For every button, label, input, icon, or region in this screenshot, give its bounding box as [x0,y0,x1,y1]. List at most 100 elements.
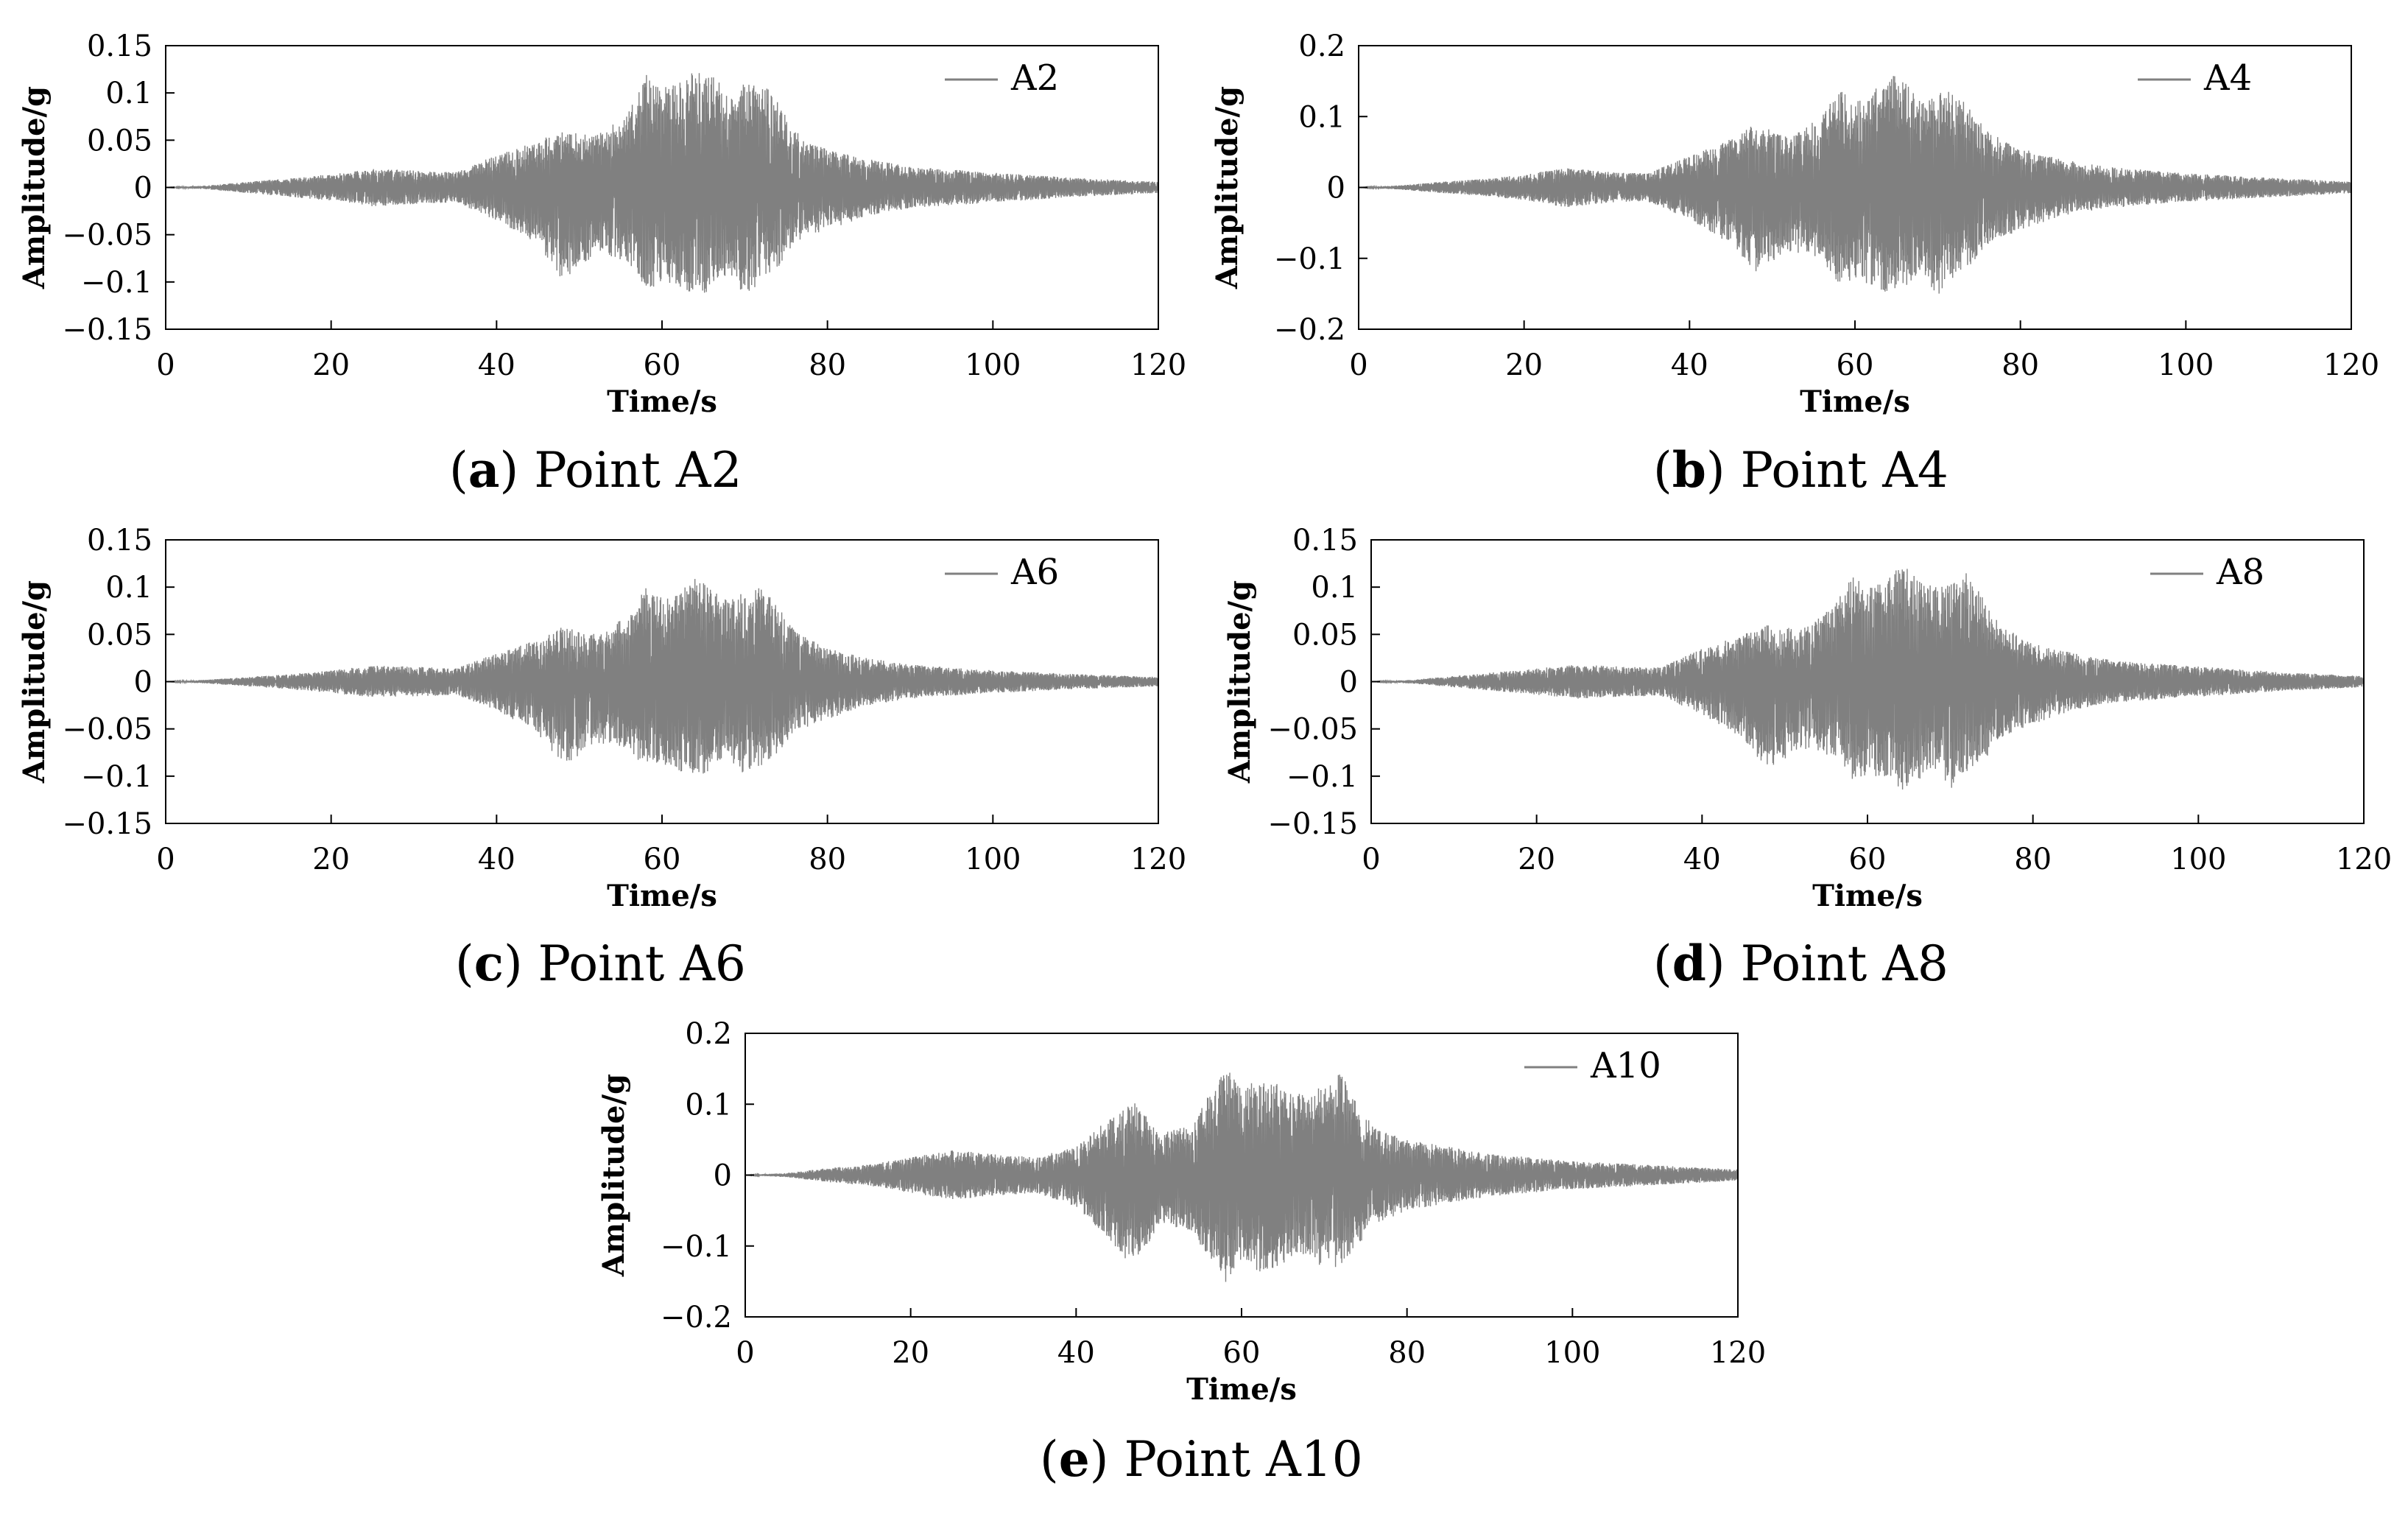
y-tick-label: −0.2 [661,1301,732,1335]
x-tick-label: 80 [2014,843,2052,876]
x-tick-label: 60 [1849,843,1887,876]
y-tick-label: −0.15 [1267,807,1358,841]
x-axis-label: Time/s [607,384,717,419]
y-tick-label: 0 [134,666,152,700]
legend-label: A10 [1590,1045,1661,1086]
x-tick-label: 0 [1362,843,1380,876]
chart-e: 0 20 40 60 80 100 120 0.2 0.1 0 −0.1 −0.2 Time/s Ampl… [596,1017,1766,1407]
x-tick-label: 20 [312,843,350,876]
y-axis-label: Amplitude/g [596,1074,631,1277]
y-tick-label: 0 [714,1159,732,1193]
y-tick-label: 0.2 [685,1017,732,1051]
series-line-A10 [745,1072,1739,1282]
y-tick-label: −0.15 [62,313,152,347]
x-tick-label: 60 [644,843,681,876]
y-tick-label: 0.1 [685,1088,732,1122]
y-tick-label: −0.1 [661,1230,732,1264]
caption-a: (a) Point A2 [449,441,742,499]
x-tick-label: 100 [2170,843,2226,876]
y-tick-label: 0.05 [87,124,152,158]
y-tick-label: 0.1 [1298,100,1345,134]
caption-b-text: Point A4 [1740,442,1948,499]
chart-a: 0 20 40 60 80 100 120 0.15 0.1 0.05 0 −0.05 −0.1 −0.1… [17,29,1186,419]
x-tick-label: 120 [2336,843,2392,876]
x-tick-label: 100 [965,843,1021,876]
x-tick-label: 120 [1710,1336,1766,1370]
y-axis-label: Amplitude/g [1222,580,1257,784]
caption-c-text: Point A6 [538,935,746,992]
y-tick-label: 0.1 [105,571,152,605]
y-tick-label: −0.1 [81,760,152,794]
x-tick-label: 40 [1057,1336,1095,1370]
x-tick-label: 120 [1130,348,1186,382]
y-tick-label: −0.1 [1274,242,1345,276]
x-tick-label: 20 [1505,348,1543,382]
x-axis-label: Time/s [1812,879,1923,913]
x-tick-label: 40 [478,843,515,876]
caption-d: (d) Point A8 [1653,935,1948,992]
y-tick-label: −0.15 [62,807,152,841]
x-tick-label: 40 [478,348,515,382]
caption-b: (b) Point A4 [1653,441,1948,499]
x-tick-label: 60 [644,348,681,382]
y-tick-label: 0 [134,172,152,205]
x-tick-label: 80 [809,348,846,382]
y-tick-label: 0 [1339,666,1358,700]
y-axis-label: Amplitude/g [17,580,52,784]
x-tick-label: 60 [1223,1336,1261,1370]
x-tick-label: 0 [736,1336,754,1370]
y-tick-label: −0.1 [1286,760,1358,794]
x-axis-label: Time/s [1800,384,1910,419]
x-tick-label: 100 [1544,1336,1600,1370]
y-tick-label: 0.1 [105,77,152,110]
x-tick-label: 100 [965,348,1021,382]
x-tick-label: 0 [1349,348,1367,382]
caption-d-text: Point A8 [1740,935,1948,992]
series-line-A2 [166,73,1159,293]
x-tick-label: 80 [1388,1336,1426,1370]
x-tick-label: 40 [1671,348,1708,382]
series-line-A8 [1371,569,2365,790]
x-tick-label: 40 [1683,843,1721,876]
y-tick-label: 0.15 [1292,524,1358,558]
y-tick-label: −0.1 [81,266,152,300]
y-tick-label: 0.15 [87,524,152,558]
x-tick-label: 0 [156,348,175,382]
x-tick-label: 120 [2323,348,2379,382]
y-tick-label: 0.05 [87,618,152,652]
y-tick-label: −0.05 [1267,713,1358,747]
caption-e-text: Point A10 [1124,1431,1363,1488]
chart-b: 0 20 40 60 80 100 120 0.2 0.1 0 −0.1 −0.2 Time/s Ampl… [1210,29,2379,419]
x-tick-label: 80 [2002,348,2039,382]
y-tick-label: −0.05 [62,219,152,253]
chart-d: 0 20 40 60 80 100 120 0.15 0.1 0.05 0 −0.05 −0.1 −0.1… [1222,524,2392,913]
caption-a-text: Point A2 [534,442,742,499]
series-line-A6 [166,579,1159,774]
y-tick-label: 0.15 [87,29,152,63]
y-axis-label: Amplitude/g [1210,86,1245,289]
legend-label: A4 [2203,57,2252,99]
caption-c: (c) Point A6 [455,935,746,992]
x-tick-label: 80 [809,843,846,876]
y-tick-label: −0.2 [1274,313,1345,347]
x-tick-label: 20 [1518,843,1555,876]
legend-label: A2 [1010,57,1059,99]
x-tick-label: 0 [156,843,175,876]
y-tick-label: 0.1 [1311,571,1358,605]
x-tick-label: 20 [892,1336,929,1370]
x-axis-label: Time/s [1186,1372,1297,1407]
legend-label: A6 [1010,552,1059,593]
y-tick-label: −0.05 [62,713,152,747]
chart-c: 0 20 40 60 80 100 120 0.15 0.1 0.05 0 −0.05 −0.1 −0.1… [17,524,1186,913]
x-tick-label: 20 [312,348,350,382]
x-tick-label: 100 [2158,348,2214,382]
y-tick-label: 0.05 [1292,618,1358,652]
x-tick-label: 120 [1130,843,1186,876]
y-axis-label: Amplitude/g [17,86,52,289]
series-line-A4 [1359,76,2352,294]
y-tick-label: 0.2 [1298,29,1345,63]
caption-e: (e) Point A10 [1040,1430,1363,1488]
legend-label: A8 [2216,552,2264,593]
